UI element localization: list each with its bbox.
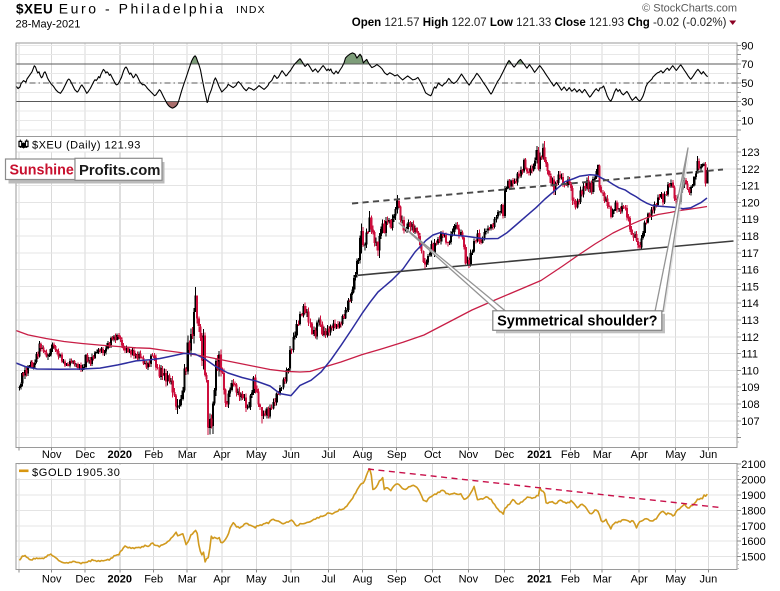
svg-text:121: 121 (741, 181, 759, 193)
svg-text:2020: 2020 (108, 573, 132, 585)
svg-text:2100: 2100 (741, 459, 765, 471)
svg-text:© StockCharts.com: © StockCharts.com (642, 3, 737, 15)
svg-text:112: 112 (741, 332, 759, 344)
svg-text:117: 117 (741, 248, 759, 260)
svg-text:1900: 1900 (741, 490, 765, 502)
svg-text:109: 109 (741, 382, 759, 394)
svg-text:Oct: Oct (424, 449, 441, 461)
svg-text:1600: 1600 (741, 536, 765, 548)
svg-text:Aug: Aug (353, 573, 373, 585)
svg-text:118: 118 (741, 231, 759, 243)
svg-text:Mar: Mar (178, 449, 197, 461)
svg-text:Jun: Jun (700, 573, 718, 585)
svg-text:28-May-2021: 28-May-2021 (16, 19, 81, 31)
svg-text:119: 119 (741, 214, 759, 226)
svg-text:Mar: Mar (593, 573, 612, 585)
svg-text:Nov: Nov (459, 573, 479, 585)
svg-text:$XEU: $XEU (16, 2, 53, 17)
svg-text:107: 107 (741, 416, 759, 428)
svg-text:115: 115 (741, 281, 759, 293)
svg-text:Jun: Jun (282, 449, 300, 461)
svg-text:Jun: Jun (282, 573, 300, 585)
svg-text:90: 90 (741, 40, 753, 52)
svg-text:Jul: Jul (321, 573, 335, 585)
svg-text:Dec: Dec (495, 573, 515, 585)
svg-text:May: May (665, 573, 686, 585)
svg-text:Nov: Nov (459, 449, 479, 461)
svg-text:Symmetrical shoulder?: Symmetrical shoulder? (497, 314, 657, 330)
svg-text:Sunshine: Sunshine (10, 163, 74, 179)
svg-text:110: 110 (741, 365, 759, 377)
svg-text:Apr: Apr (631, 449, 648, 461)
svg-text:2020: 2020 (108, 449, 132, 461)
svg-text:Sep: Sep (387, 449, 407, 461)
svg-text:1700: 1700 (741, 521, 765, 533)
svg-text:Mar: Mar (178, 573, 197, 585)
svg-text:Dec: Dec (75, 449, 95, 461)
svg-text:30: 30 (741, 97, 753, 109)
svg-text:70: 70 (741, 59, 753, 71)
svg-text:May: May (665, 449, 686, 461)
svg-text:Apr: Apr (213, 573, 230, 585)
svg-text:Dec: Dec (75, 573, 95, 585)
svg-text:May: May (246, 449, 267, 461)
svg-text:114: 114 (741, 298, 759, 310)
svg-text:Feb: Feb (144, 573, 163, 585)
svg-text:1500: 1500 (741, 552, 765, 564)
svg-text:Feb: Feb (144, 449, 163, 461)
svg-text:Apr: Apr (213, 449, 230, 461)
svg-text:122: 122 (741, 164, 759, 176)
svg-text:$GOLD 1905.30: $GOLD 1905.30 (32, 467, 121, 479)
svg-text:123: 123 (741, 147, 759, 159)
svg-text:120: 120 (741, 197, 759, 209)
svg-text:Jun: Jun (700, 449, 718, 461)
svg-text:Open 121.57 High 122.07 Low 12: Open 121.57 High 122.07 Low 121.33 Close… (352, 17, 727, 29)
svg-text:Euro - Philadelphia: Euro - Philadelphia (59, 1, 226, 17)
svg-text:Nov: Nov (42, 573, 62, 585)
svg-text:10: 10 (741, 116, 753, 128)
svg-text:Feb: Feb (561, 573, 580, 585)
svg-text:Aug: Aug (353, 449, 373, 461)
svg-text:50: 50 (741, 78, 753, 90)
svg-text:113: 113 (741, 315, 759, 327)
svg-text:111: 111 (741, 349, 758, 361)
svg-text:INDX: INDX (236, 4, 266, 16)
svg-text:Apr: Apr (631, 573, 648, 585)
svg-text:2021: 2021 (527, 573, 551, 585)
svg-text:108: 108 (741, 399, 759, 411)
svg-text:116: 116 (741, 265, 759, 277)
svg-text:2021: 2021 (527, 449, 551, 461)
svg-text:$XEU (Daily) 121.93: $XEU (Daily) 121.93 (32, 140, 141, 152)
svg-text:Nov: Nov (42, 449, 62, 461)
svg-text:Oct: Oct (424, 573, 441, 585)
svg-text:May: May (246, 573, 267, 585)
svg-text:Jul: Jul (321, 449, 335, 461)
svg-text:Sep: Sep (387, 573, 407, 585)
svg-text:Dec: Dec (495, 449, 515, 461)
svg-text:Mar: Mar (593, 449, 612, 461)
svg-text:Profits.com: Profits.com (79, 163, 160, 179)
svg-text:Feb: Feb (561, 449, 580, 461)
svg-text:1800: 1800 (741, 505, 765, 517)
svg-text:2000: 2000 (741, 474, 765, 486)
